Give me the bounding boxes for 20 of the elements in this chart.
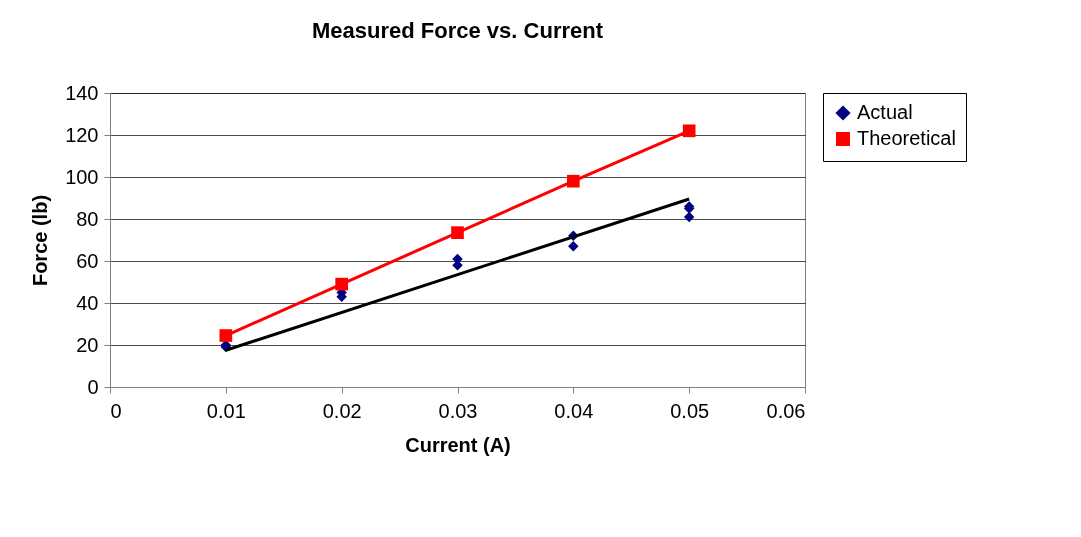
- legend-label: Actual: [857, 101, 913, 123]
- x-axis-title: Current (A): [405, 433, 511, 456]
- x-tick-label: 0.01: [206, 399, 246, 422]
- x-tick-label: 0.04: [554, 399, 594, 422]
- y-tick-label: 60: [76, 249, 99, 272]
- y-tick-label: 20: [76, 333, 99, 356]
- x-tick-label: 0: [110, 399, 122, 422]
- x-tick-label: 0.05: [670, 399, 710, 422]
- legend-label: Theoretical: [857, 127, 956, 149]
- y-tick-label: 40: [76, 291, 99, 314]
- x-tick-label: 0.02: [322, 399, 362, 422]
- chart-title: Measured Force vs. Current: [312, 18, 604, 43]
- x-tick-label: 0.03: [438, 399, 478, 422]
- y-tick-label: 0: [87, 375, 99, 398]
- y-tick-label: 120: [65, 123, 99, 146]
- y-tick-label: 80: [76, 207, 99, 230]
- y-axis-title: Force (lb): [29, 194, 52, 287]
- y-tick-label: 140: [65, 81, 99, 104]
- x-tick-label: 0.06: [766, 399, 806, 422]
- y-tick-label: 100: [65, 165, 99, 188]
